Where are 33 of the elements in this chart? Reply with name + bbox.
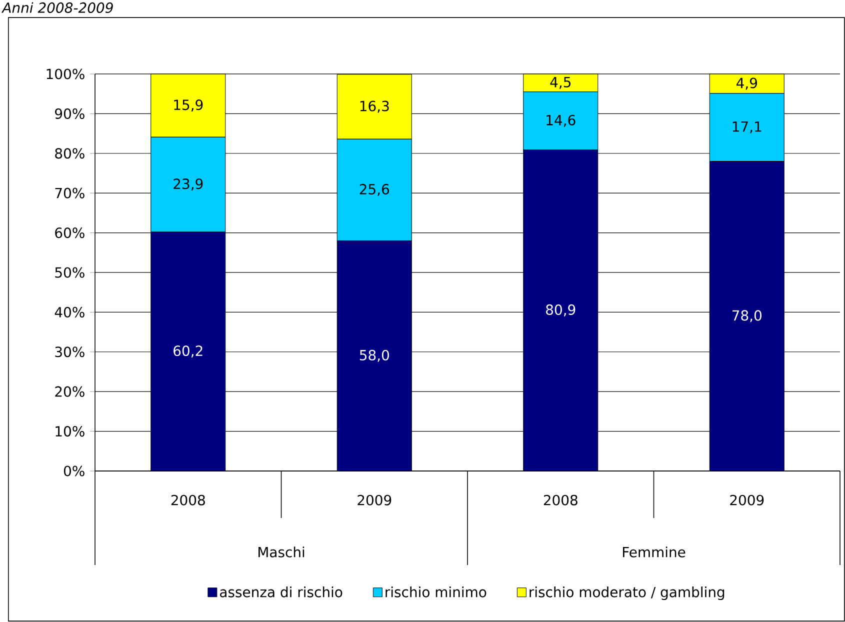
data-label: 60,2 [174,345,202,358]
legend-label: rischio moderato / gambling [530,586,724,600]
y-tick-label: 10% [56,426,84,437]
y-tick-label: 30% [55,346,84,358]
y-tick-label: 100% [46,68,84,80]
x-tick-label: 2009 [358,494,392,506]
y-tick-label: 0% [64,466,84,476]
legend-label: assenza di rischio [220,586,342,598]
data-label: 4,9 [736,78,757,90]
data-label: 78,0 [732,310,762,322]
data-label: 25,6 [360,184,390,196]
legend-label: rischio minimo [386,586,486,598]
data-label: 4,5 [550,77,571,89]
data-label: 14,6 [546,114,576,127]
data-label: 23,9 [174,178,203,191]
y-tick-label: 40% [54,306,84,318]
chart-subtitle: Anni 2008-2009 [1,2,113,13]
x-tick-label: 2009 [730,494,764,506]
y-tick-label: 80% [55,148,84,159]
x-tick-label: 2008 [544,494,578,506]
text: Femmine [622,546,686,558]
y-tick-label: 70% [55,188,84,198]
data-label: 15,9 [174,100,203,112]
text: Maschi [258,546,304,558]
data-label: 16,3 [360,100,389,113]
x-tick-label: 2008 [171,494,205,506]
data-label: 17,1 [732,121,762,134]
y-tick-label: 90% [55,108,84,119]
data-label: 80,9 [546,304,576,316]
y-tick-label: 20% [55,386,84,397]
y-tick-label: 50% [55,267,84,278]
data-label: 58,0 [360,350,389,362]
y-tick-label: 60% [55,228,84,238]
